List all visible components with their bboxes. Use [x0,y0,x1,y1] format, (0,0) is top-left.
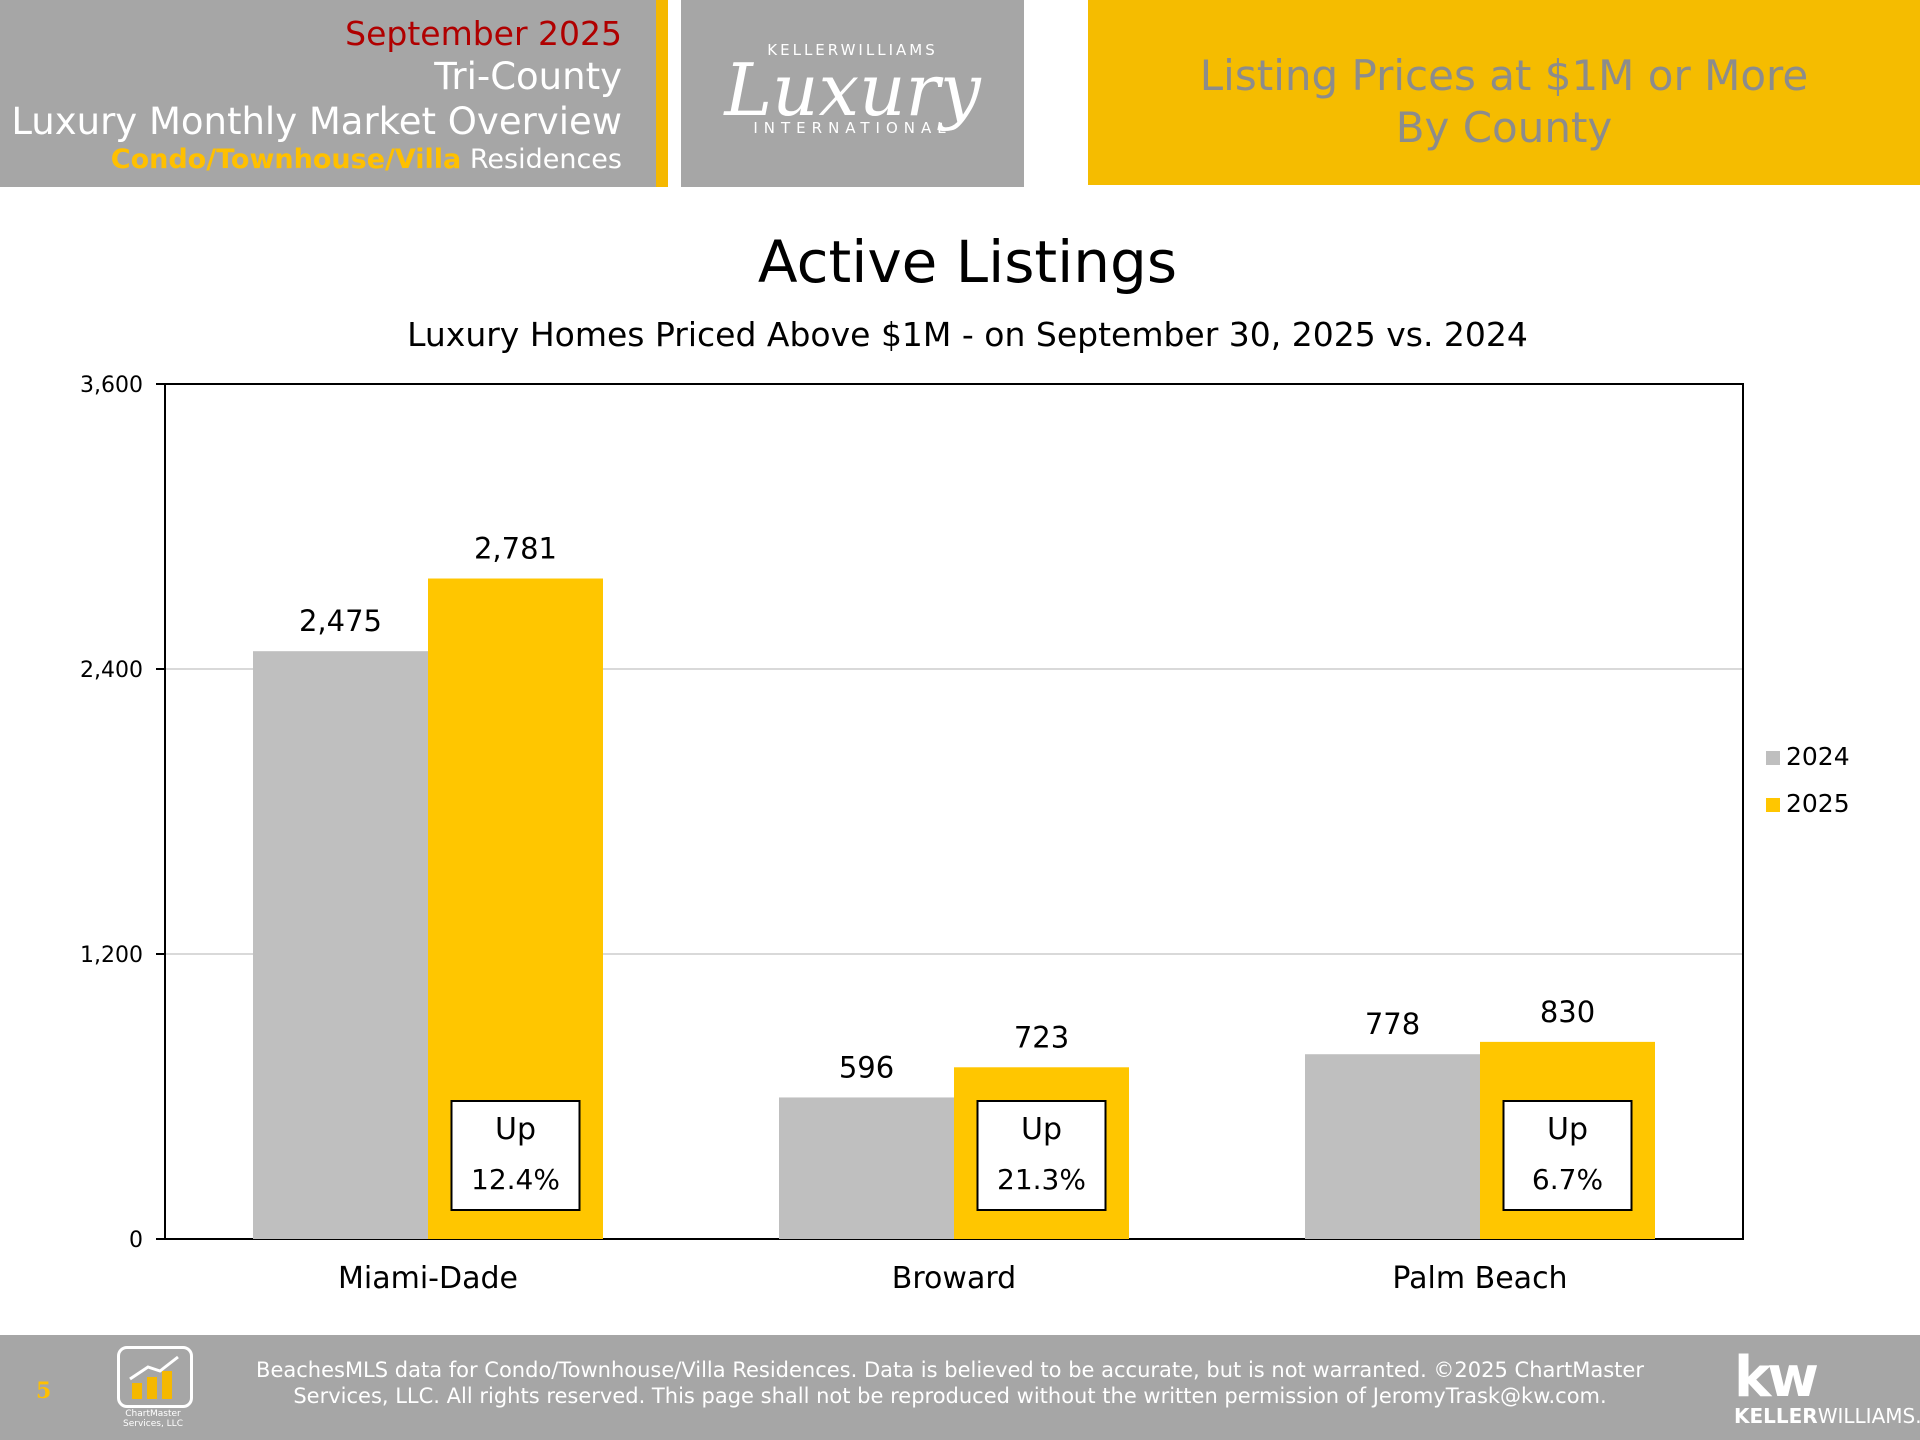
property-type-suffix: Residences [469,144,622,175]
data-label: 830 [1540,995,1595,1029]
kw-brand-bold: KELLER [1734,1404,1818,1428]
property-type-accent: Condo/Townhouse/Villa [110,144,462,175]
disclaimer-line-1: BeachesMLS data for Condo/Townhouse/Vill… [256,1358,1644,1382]
change-direction: Up [1021,1112,1062,1147]
footer: 5 ChartMaster Services, LLC BeachesMLS d… [0,1335,1920,1440]
x-tick-label: Broward [892,1261,1016,1296]
kw-brand-rest: WILLIAMS. [1817,1404,1920,1428]
change-box [450,1100,581,1211]
chartmaster-label: ChartMaster Services, LLC [123,1409,183,1429]
change-direction: Up [1547,1112,1588,1147]
change-percent: 6.7% [1532,1163,1603,1196]
change-direction: Up [495,1112,536,1147]
kw-logo-text: KELLERWILLIAMS. [1734,1404,1920,1428]
footer-disclaimer: BeachesMLS data for Condo/Townhouse/Vill… [230,1357,1670,1409]
y-tick-label: 2,400 [80,658,143,683]
legend-swatch-2025 [1766,798,1780,812]
report-date: September 2025 [345,14,622,53]
legend-item-2024: 2024 [1766,742,1850,771]
legend-label-2024: 2024 [1786,742,1850,771]
report-region: Tri-County [434,55,622,98]
data-label: 2,475 [299,604,382,638]
data-label: 778 [1365,1007,1420,1041]
y-tick-label: 1,200 [80,943,143,968]
y-tick-label: 3,600 [80,373,143,398]
data-label: 723 [1014,1020,1069,1054]
chart-title: Active Listings [757,228,1178,296]
kw-logo-mark: kw [1734,1345,1819,1410]
header-gold-stripe [656,0,668,187]
bar-2024-miami-dade [253,651,428,1239]
header-banner: Listing Prices at $1M or More By County [1088,0,1920,185]
property-type: Condo/Townhouse/Villa Residences [111,144,622,175]
legend-item-2025: 2025 [1766,789,1850,818]
logo-international-text: INTERNATIONAL [753,119,952,137]
chartmaster-chart-icon [129,1355,179,1399]
banner-text: Listing Prices at $1M or More By County [1088,50,1920,154]
legend-label-2025: 2025 [1786,789,1850,818]
change-percent: 21.3% [997,1163,1086,1196]
x-tick-label: Palm Beach [1392,1261,1567,1296]
bar-chart: 0 1,200 2,400 3,600 2,475 2,781 Up 12.4% Miami-D… [80,373,1744,1296]
change-percent: 12.4% [471,1163,560,1196]
x-tick-label: Miami-Dade [338,1261,518,1296]
change-box [976,1100,1107,1211]
change-box [1502,1100,1633,1211]
legend-swatch-2024 [1766,751,1780,765]
y-tick-label: 0 [129,1228,143,1253]
disclaimer-line-2: Services, LLC. All rights reserved. This… [293,1384,1607,1408]
report-title: Luxury Monthly Market Overview [11,100,622,143]
bar-2024-broward [779,1097,954,1239]
data-label: 596 [839,1050,894,1084]
bar-2024-palm-beach [1305,1054,1480,1239]
logo-kellerwilliams-text: KELLERWILLIAMS [767,41,938,59]
kw-luxury-logo: KELLERWILLIAMS Luxury INTERNATIONAL [681,0,1024,187]
logo-luxury-script: Luxury [724,48,981,132]
chartmaster-logo-icon [117,1346,193,1408]
banner-line-2: By County [1395,103,1613,152]
page-number: 5 [36,1378,52,1404]
header-info-panel: September 2025 Tri-County Luxury Monthly… [0,0,668,187]
banner-line-1: Listing Prices at $1M or More [1199,51,1809,100]
chart-subtitle: Luxury Homes Priced Above $1M - on Septe… [407,315,1528,354]
data-label: 2,781 [474,532,557,566]
